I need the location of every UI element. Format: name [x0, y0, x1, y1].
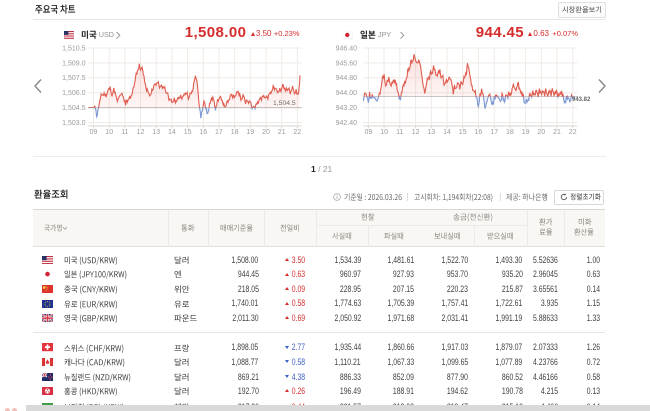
- svg-text:1,509.0: 1,509.0: [62, 60, 85, 67]
- svg-text:1,510.5: 1,510.5: [62, 45, 85, 52]
- svg-text:14: 14: [443, 129, 451, 136]
- svg-text:15: 15: [184, 129, 192, 136]
- svg-text:942.40: 942.40: [336, 120, 358, 127]
- svg-text:15: 15: [459, 129, 467, 136]
- svg-text:20: 20: [537, 129, 545, 136]
- svg-text:10: 10: [380, 129, 388, 136]
- svg-text:21: 21: [278, 129, 286, 136]
- svg-text:20: 20: [262, 129, 270, 136]
- svg-text:944.00: 944.00: [336, 90, 358, 97]
- svg-text:21: 21: [553, 129, 561, 136]
- svg-text:1,507.5: 1,507.5: [62, 75, 85, 82]
- svg-text:13: 13: [427, 129, 435, 136]
- svg-text:1,504.5: 1,504.5: [62, 105, 85, 112]
- svg-text:12: 12: [137, 129, 145, 136]
- svg-text:1,503.0: 1,503.0: [62, 120, 85, 127]
- svg-text:16: 16: [475, 129, 483, 136]
- svg-text:22: 22: [569, 129, 577, 136]
- svg-text:1,504.5: 1,504.5: [273, 100, 296, 107]
- svg-text:944.80: 944.80: [336, 75, 358, 82]
- svg-text:18: 18: [231, 129, 239, 136]
- svg-text:11: 11: [121, 129, 128, 136]
- svg-text:14: 14: [168, 129, 176, 136]
- svg-text:10: 10: [105, 129, 113, 136]
- svg-text:943.20: 943.20: [336, 105, 358, 112]
- svg-text:09: 09: [365, 129, 373, 136]
- svg-text:09: 09: [90, 129, 98, 136]
- svg-text:16: 16: [199, 129, 207, 136]
- svg-text:18: 18: [506, 129, 514, 136]
- svg-text:13: 13: [152, 129, 160, 136]
- svg-text:946.40: 946.40: [336, 45, 358, 52]
- svg-text:17: 17: [215, 129, 223, 136]
- svg-text:22: 22: [293, 129, 301, 136]
- svg-text:19: 19: [522, 129, 530, 136]
- svg-text:945.60: 945.60: [336, 60, 358, 67]
- svg-text:19: 19: [246, 129, 254, 136]
- svg-text:1,506.0: 1,506.0: [62, 90, 85, 97]
- svg-text:17: 17: [490, 129, 498, 136]
- svg-text:12: 12: [412, 129, 420, 136]
- svg-text:11: 11: [396, 129, 403, 136]
